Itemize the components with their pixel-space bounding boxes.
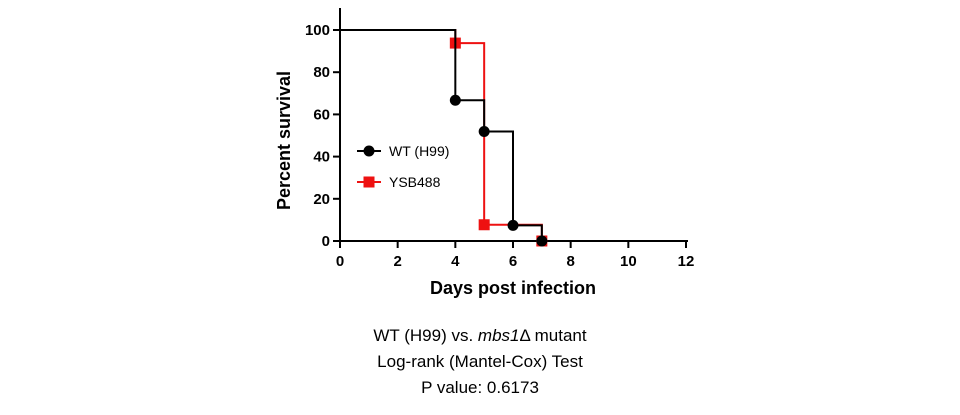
data-point (449, 94, 461, 106)
legend-item: YSB488 (357, 174, 441, 190)
y-tick-label: 60 (313, 106, 330, 123)
series-ysb488 (340, 29, 548, 247)
y-tick-label: 100 (305, 22, 330, 39)
y-tick-label: 80 (313, 64, 330, 81)
x-tick-label: 8 (566, 253, 574, 270)
x-tick-label: 0 (336, 253, 344, 270)
survival-chart: 0 2 4 6 8 10 12 0 20 40 60 80 100 WT (H99) YSB488 Da… (274, 8, 695, 298)
x-tick-label: 12 (678, 253, 695, 270)
caption-p-value: P value: 0.6173 (421, 378, 539, 397)
caption-line-1-prefix: WT (H99) vs. (373, 326, 478, 345)
legend-marker (363, 176, 375, 188)
legend-label: YSB488 (389, 174, 441, 190)
x-axis-ticks: 0 2 4 6 8 10 12 (336, 241, 695, 270)
x-tick-label: 2 (393, 253, 401, 270)
data-point (478, 125, 490, 137)
survival-step-line (340, 29, 543, 241)
x-tick-label: 4 (451, 253, 460, 270)
legend-marker (363, 145, 375, 157)
legend-item: WT (H99) (357, 143, 449, 159)
caption-gene-name: mbs1 (477, 326, 520, 345)
x-axis-title: Days post infection (430, 278, 596, 298)
series-wt-h99 (340, 29, 548, 247)
data-point (536, 235, 548, 247)
y-tick-label: 40 (313, 149, 330, 166)
survival-step-line (340, 29, 543, 241)
y-axis-ticks: 0 20 40 60 80 100 (305, 22, 340, 250)
y-tick-label: 20 (313, 191, 330, 208)
legend-label: WT (H99) (389, 143, 449, 159)
x-tick-label: 6 (509, 253, 517, 270)
x-tick-label: 10 (620, 253, 637, 270)
data-point (507, 219, 519, 231)
caption-test-name: Log-rank (Mantel-Cox) Test (377, 352, 583, 371)
y-tick-label: 0 (322, 233, 330, 250)
y-axis-title: Percent survival (274, 71, 294, 210)
data-point (478, 219, 490, 231)
legend: WT (H99) YSB488 (357, 143, 449, 190)
caption-line-1-suffix: Δ mutant (519, 326, 587, 345)
caption-line-1: WT (H99) vs. mbs1Δ mutant (0, 325, 960, 347)
series-layer (340, 29, 548, 247)
